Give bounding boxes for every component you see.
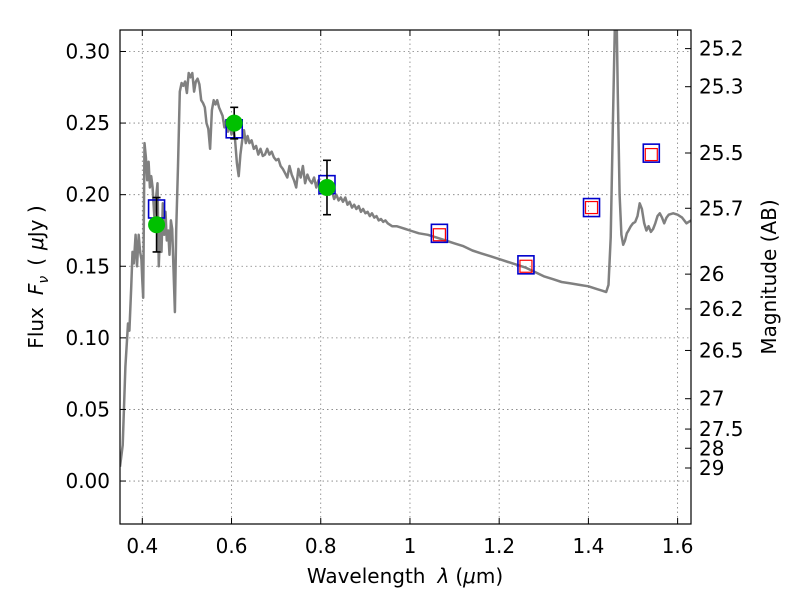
y-tick-label-0: 0.00 [65,469,110,493]
predicted-marker-3 [644,147,658,162]
x-tick-label-0: 0.4 [126,534,158,558]
mag-tick-label-5: 26.2 [699,297,744,321]
y2-axis-title: Magnitude (AB) [757,199,781,354]
mag-tick-label-2: 25.5 [699,141,744,165]
mag-tick-label-9: 28 [699,436,724,460]
x-axis-title: Wavelength λ (μm) [307,564,503,588]
x-tick-label-5: 1.4 [572,534,604,558]
y-tick-label-4: 0.20 [65,183,110,207]
y-tick-label-5: 0.25 [65,111,110,135]
x-tick-label-6: 1.6 [662,534,694,558]
predicted-marker-2 [584,200,599,215]
mag-tick-label-6: 26.5 [699,338,744,362]
predicted-marker-1 [519,259,533,273]
model-photometry-marker-4 [517,255,535,275]
ticks: 0.4 0.6 0.8 1 1.2 1.4 1.6 0.00 0.05 0.10 0.15 0.20 0… [65,30,744,558]
y-tick-label-2: 0.10 [65,326,110,350]
model-photometry-marker-6 [642,143,661,163]
y-axis-title: FluxFν(μJy ) [24,205,52,348]
x-tick-label-2: 0.8 [305,534,337,558]
y-tick-label-6: 0.30 [65,39,110,63]
grid [120,30,691,524]
mag-tick-label-8: 27.5 [699,417,744,441]
model-photometry-marker-5 [582,197,601,218]
mag-tick-label-0: 25.2 [699,37,744,61]
data-layer [120,30,691,467]
model-photometry-marker-3 [430,223,449,244]
mag-tick-label-10: 29 [699,456,724,480]
mag-tick-label-3: 25.7 [699,196,744,220]
observed-point-2 [318,179,336,197]
mag-tick-label-1: 25.3 [699,75,744,99]
x-tick-label-3: 1 [404,534,417,558]
y-tick-label-1: 0.05 [65,397,110,421]
y-tick-label-3: 0.15 [65,254,110,278]
plot-frame [119,29,692,525]
mag-tick-label-4: 26 [699,262,724,286]
x-tick-label-4: 1.2 [483,534,515,558]
mag-tick-label-7: 27 [699,387,724,411]
observed-point-0 [148,216,166,234]
x-tick-label-1: 0.6 [216,534,248,558]
model-spectrum-line [120,30,691,467]
observed-point-1 [225,114,243,132]
predicted-marker-0 [432,228,447,242]
